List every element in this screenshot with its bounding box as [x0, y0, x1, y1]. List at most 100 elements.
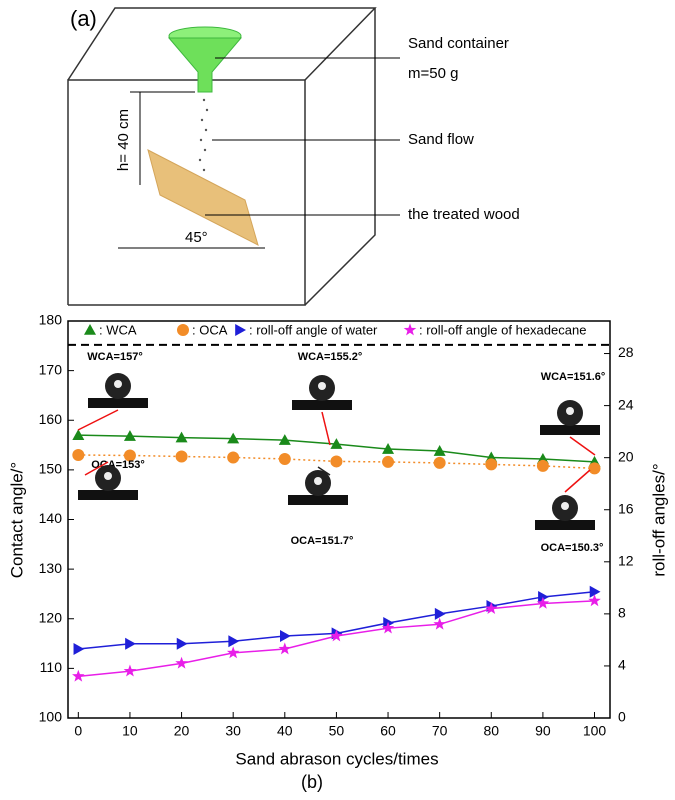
- marker: [72, 429, 85, 440]
- droplet-base: [540, 425, 600, 435]
- marker: [434, 607, 446, 620]
- legend-marker: [403, 323, 417, 336]
- marker: [278, 434, 291, 445]
- wood: [147, 149, 259, 246]
- marker: [280, 629, 291, 642]
- legend-marker: [235, 324, 246, 336]
- marker: [123, 449, 136, 462]
- annotation: WCA=151.6°: [541, 371, 606, 383]
- series-line: [78, 590, 595, 650]
- droplet-base: [288, 495, 348, 505]
- y-tick-label: 180: [39, 312, 63, 328]
- y2-tick-label: 16: [618, 500, 634, 516]
- arrow: [569, 436, 596, 456]
- x-axis-title: Sand abrason cycles/times: [235, 749, 438, 768]
- marker: [73, 643, 85, 656]
- funnel: [167, 37, 243, 93]
- marker: [538, 590, 549, 603]
- droplet-base: [88, 398, 148, 408]
- x-tick-label: 90: [535, 723, 551, 739]
- x-tick-label: 60: [380, 723, 396, 739]
- legend-label: : OCA: [192, 322, 228, 337]
- y-tick-label: 110: [40, 659, 63, 675]
- x-tick-label: 10: [122, 723, 138, 739]
- marker: [589, 585, 601, 598]
- marker: [227, 451, 240, 464]
- marker: [176, 637, 188, 650]
- marker: [383, 616, 395, 629]
- marker: [175, 450, 188, 463]
- marker: [484, 602, 498, 615]
- legend-marker: [84, 324, 96, 335]
- mass-label: m=50 g: [408, 65, 458, 82]
- y2-tick-label: 0: [618, 709, 626, 725]
- marker: [226, 646, 240, 659]
- x-tick-label: 40: [277, 723, 293, 739]
- y2-tick-label: 8: [618, 605, 626, 621]
- marker: [330, 438, 343, 449]
- height-label: h= 40 cm: [115, 109, 132, 171]
- marker: [485, 458, 498, 471]
- y2-tick-label: 12: [618, 553, 634, 569]
- droplet-highlight: [318, 382, 326, 390]
- droplet-highlight: [566, 407, 574, 415]
- arrow: [77, 409, 119, 431]
- y-tick-label: 130: [39, 560, 63, 576]
- arrow: [84, 461, 109, 476]
- marker: [588, 462, 601, 475]
- legend-label: : roll-off angle of hexadecane: [419, 322, 586, 337]
- y-tick-label: 170: [39, 361, 63, 377]
- y-axis-title: Contact angle/°: [7, 462, 26, 578]
- y2-tick-label: 28: [618, 344, 634, 360]
- box: [67, 7, 377, 306]
- arrow: [321, 411, 331, 446]
- x-tick-label: 0: [74, 723, 82, 739]
- x-tick-label: 80: [483, 723, 499, 739]
- annotation: OCA=150.3°: [541, 542, 604, 554]
- droplet-base: [78, 490, 138, 500]
- marker: [433, 617, 446, 630]
- marker: [123, 664, 137, 677]
- legend-label: : roll-off angle of water: [249, 322, 378, 337]
- x-tick-label: 30: [225, 723, 241, 739]
- diagram: (a) 45° h= 40 cm Sand container m=50 g S…: [67, 6, 520, 306]
- droplet-highlight: [104, 472, 112, 480]
- y2-tick-label: 4: [618, 657, 626, 673]
- y-tick-label: 160: [39, 411, 63, 427]
- y2-tick-label: 20: [618, 448, 634, 464]
- marker: [588, 594, 601, 607]
- droplet-base: [535, 520, 595, 530]
- marker: [278, 642, 292, 655]
- y2-tick-label: 24: [618, 396, 634, 412]
- marker: [123, 430, 136, 441]
- y-tick-label: 150: [39, 461, 63, 477]
- droplet-base: [292, 400, 352, 410]
- container-label: Sand container: [408, 35, 509, 52]
- marker: [227, 432, 240, 444]
- marker: [175, 656, 188, 669]
- angle-label: 45°: [185, 229, 208, 246]
- y-tick-label: 120: [39, 609, 63, 625]
- droplet-highlight: [561, 502, 569, 510]
- x-tick-label: 100: [583, 723, 607, 739]
- legend-marker: [177, 324, 189, 336]
- series-line: [78, 454, 595, 470]
- marker: [278, 452, 291, 465]
- marker: [382, 455, 395, 468]
- marker: [72, 669, 85, 682]
- marker: [381, 621, 395, 634]
- marker: [382, 443, 395, 454]
- panel-label: (b): [301, 772, 323, 792]
- wood-label: the treated wood: [408, 206, 520, 223]
- marker: [536, 459, 549, 472]
- marker: [125, 637, 136, 650]
- y2-axis-title: roll-off angles/°: [649, 463, 668, 576]
- y-tick-label: 100: [39, 709, 63, 725]
- arrow: [564, 469, 591, 493]
- y-tick-label: 140: [39, 510, 63, 526]
- plot-frame: [67, 320, 611, 719]
- marker: [72, 448, 85, 461]
- legend-label: : WCA: [99, 322, 137, 337]
